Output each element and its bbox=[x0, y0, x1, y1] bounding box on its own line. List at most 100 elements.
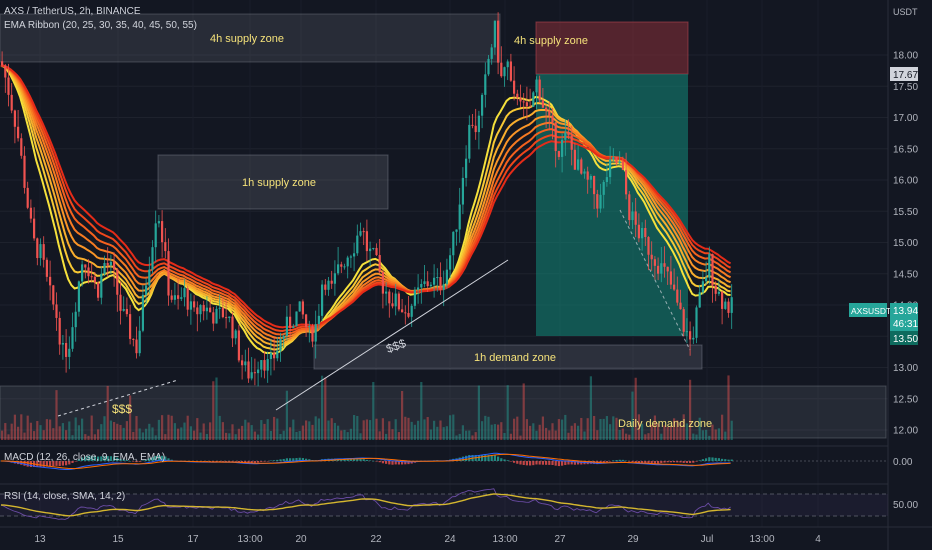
volume-bar bbox=[202, 423, 205, 440]
candle-body bbox=[609, 159, 612, 178]
macd-hist-bar bbox=[231, 461, 234, 462]
macd-hist-bar bbox=[548, 461, 551, 465]
candle-body bbox=[433, 277, 436, 285]
price-axis[interactable]: 18.00 17.50 17.00 16.50 16.00 15.50 15.00 14.50… bbox=[893, 51, 918, 437]
macd-hist-bar bbox=[122, 459, 125, 461]
macd-hist-bar bbox=[682, 461, 685, 463]
time-axis[interactable]: 13 15 17 13:00 20 22 24 13:00 27 29 Jul 13:00 4 bbox=[34, 534, 821, 545]
volume-bar bbox=[436, 426, 439, 440]
candle-body bbox=[81, 264, 84, 282]
macd-hist-bar bbox=[644, 461, 647, 463]
volume-bar bbox=[45, 419, 48, 440]
volume-bar bbox=[285, 390, 288, 440]
candle-body bbox=[519, 97, 522, 102]
volume-bar bbox=[241, 425, 244, 440]
candle-body bbox=[282, 335, 285, 339]
candle-body bbox=[458, 204, 461, 230]
rsi-pane[interactable] bbox=[0, 488, 888, 520]
badge-symbol-bg bbox=[849, 303, 887, 317]
volume-bar bbox=[628, 434, 631, 440]
candle-body bbox=[298, 301, 301, 312]
volume-bar bbox=[257, 434, 260, 440]
candle-body bbox=[365, 231, 368, 252]
candle-body bbox=[71, 327, 74, 349]
time-tick-label: 13 bbox=[34, 534, 46, 545]
symbol-legend[interactable]: AXS / TetherUS, 2h, BINANCE bbox=[4, 6, 141, 17]
candle-body bbox=[660, 263, 663, 274]
candle-body bbox=[545, 107, 548, 111]
volume-bar bbox=[413, 424, 416, 440]
volume-bar bbox=[471, 435, 474, 440]
ema-line bbox=[0, 64, 732, 329]
candle-body bbox=[615, 156, 618, 164]
volume-bar bbox=[129, 395, 132, 440]
candle-body bbox=[327, 280, 330, 290]
macd-hist-bar bbox=[23, 461, 26, 466]
trendline-descending[interactable] bbox=[619, 209, 691, 351]
volume-bar bbox=[253, 431, 256, 440]
macd-hist-bar bbox=[698, 460, 701, 461]
macd-hist-bar bbox=[145, 459, 148, 461]
macd-hist-bar bbox=[119, 458, 122, 461]
volume-bar bbox=[660, 433, 663, 440]
candle-body bbox=[113, 261, 116, 270]
price-tick-label: 12.50 bbox=[893, 394, 918, 405]
candle-body bbox=[714, 285, 717, 294]
macd-hist-bar bbox=[509, 461, 512, 462]
macd-hist-bar bbox=[109, 456, 112, 461]
trendline-liq-left[interactable] bbox=[57, 379, 179, 417]
macd-hist-bar bbox=[228, 461, 231, 462]
macd-hist-bar bbox=[397, 461, 400, 465]
volume-bar bbox=[237, 428, 240, 440]
candle-body bbox=[407, 312, 410, 317]
macd-hist-bar bbox=[113, 456, 116, 461]
candle-body bbox=[455, 229, 458, 232]
volume-bar bbox=[33, 431, 36, 440]
candle-body bbox=[445, 269, 448, 285]
candle-body bbox=[266, 359, 269, 371]
macd-hist-bar bbox=[260, 461, 263, 462]
macd-hist-bar bbox=[490, 455, 493, 461]
volume-bar bbox=[218, 415, 221, 440]
volume-bar bbox=[465, 430, 468, 440]
price-tick-label: 15.00 bbox=[893, 238, 918, 249]
volume-bar bbox=[554, 430, 557, 440]
candle-body bbox=[401, 309, 404, 313]
candle-body bbox=[682, 309, 685, 332]
macd-pane[interactable] bbox=[0, 452, 888, 470]
volume-bar bbox=[4, 423, 7, 440]
macd-hist-bar bbox=[506, 460, 509, 461]
ema-ribbon-legend[interactable]: EMA Ribbon (20, 25, 30, 35, 40, 45, 50, … bbox=[4, 20, 197, 31]
candle-body bbox=[529, 106, 532, 108]
volume-bar bbox=[196, 418, 199, 440]
time-tick-label: 13:00 bbox=[492, 534, 517, 545]
macd-hist-bar bbox=[605, 461, 608, 463]
candle-body bbox=[602, 181, 605, 195]
time-tick-label: 22 bbox=[370, 534, 382, 545]
volume-bar bbox=[679, 421, 682, 440]
macd-hist-bar bbox=[561, 461, 564, 466]
volume-bar bbox=[513, 418, 516, 440]
candle-body bbox=[202, 305, 205, 312]
candle-body bbox=[410, 305, 413, 317]
volume-bar bbox=[10, 423, 13, 440]
label-1h-demand: 1h demand zone bbox=[474, 352, 556, 364]
macd-hist-bar bbox=[727, 459, 730, 461]
candle-body bbox=[154, 223, 157, 248]
candle-body bbox=[209, 307, 212, 313]
rsi-legend[interactable]: RSI (14, close, SMA, 14, 2) bbox=[4, 491, 126, 502]
candle-body bbox=[516, 93, 519, 98]
volume-bar bbox=[609, 424, 612, 440]
macd-hist-bar bbox=[93, 455, 96, 461]
trendline-ascending[interactable] bbox=[275, 259, 509, 411]
macd-legend[interactable]: MACD (12, 26, close, 9, EMA, EMA) bbox=[4, 452, 166, 463]
macd-hist-bar bbox=[522, 461, 525, 465]
volume-bar bbox=[641, 423, 644, 440]
candle-body bbox=[301, 301, 304, 315]
candle-body bbox=[586, 171, 589, 180]
candle-body bbox=[317, 315, 320, 325]
macd-hist-bar bbox=[503, 459, 506, 461]
candle-body bbox=[141, 294, 144, 331]
